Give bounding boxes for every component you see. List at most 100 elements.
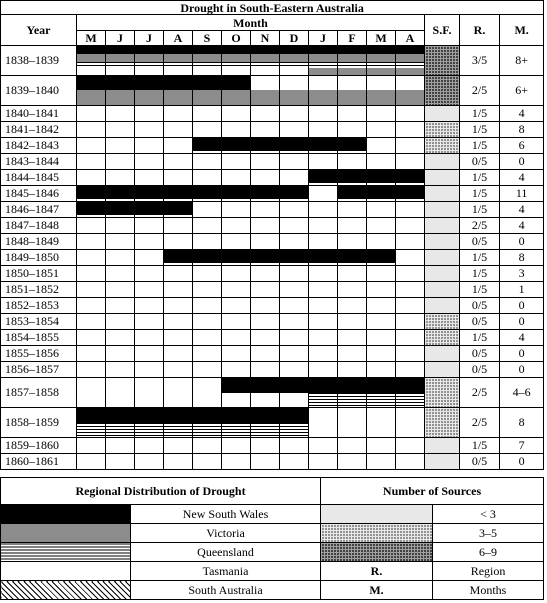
qld-drought-fill — [338, 392, 366, 407]
empty-fill — [310, 423, 337, 437]
month-cell — [279, 233, 309, 250]
empty-fill — [223, 267, 250, 280]
regions-cell: 1/5 — [459, 437, 500, 454]
empty-fill — [136, 235, 163, 248]
month-cell — [395, 407, 425, 438]
nsw-drought-fill — [338, 138, 366, 151]
month-cell — [221, 233, 251, 250]
vic-drought-fill — [193, 90, 221, 105]
month-cell — [279, 453, 309, 470]
month-cell — [163, 407, 193, 438]
month-cell — [134, 361, 164, 378]
table-row: 1845–1846 1/5 11 — [0, 185, 545, 202]
month-cell — [337, 217, 367, 234]
month-cell — [250, 75, 280, 106]
month-cell — [105, 153, 135, 170]
month-label: J — [308, 30, 338, 46]
month-cell — [395, 45, 425, 76]
vic-drought-fill — [396, 54, 424, 62]
sources-cell — [424, 201, 460, 218]
months-cell: 0 — [498, 453, 545, 470]
month-cell — [192, 265, 222, 282]
month-cell — [395, 281, 425, 298]
month-cell — [105, 75, 135, 106]
nsw-swatch — [0, 504, 131, 524]
south-australia-swatch — [0, 580, 131, 600]
sources-cell — [424, 75, 460, 106]
legend: Regional Distribution of Drought Number … — [0, 477, 545, 600]
month-cell — [134, 185, 164, 202]
nsw-drought-fill — [309, 46, 337, 54]
months-cell: 0 — [498, 233, 545, 250]
month-cell — [337, 437, 367, 454]
month-cell — [134, 233, 164, 250]
empty-fill — [165, 315, 192, 328]
regions-cell: 1/5 — [459, 185, 500, 202]
month-cell — [163, 265, 193, 282]
year-cell: 1853–1854 — [0, 313, 77, 330]
month-cell — [250, 453, 280, 470]
empty-fill — [368, 299, 395, 312]
month-cell — [105, 45, 135, 76]
empty-fill — [339, 283, 366, 296]
empty-fill — [136, 283, 163, 296]
month-cell — [105, 185, 135, 202]
month-cell — [76, 361, 106, 378]
month-cell — [221, 281, 251, 298]
empty-fill — [397, 363, 424, 376]
empty-fill — [281, 315, 308, 328]
empty-fill — [252, 363, 279, 376]
empty-fill — [107, 283, 134, 296]
vic-drought-fill — [367, 54, 395, 62]
year-cell: 1845–1846 — [0, 185, 77, 202]
month-cell — [337, 153, 367, 170]
regions-cell: 1/5 — [459, 105, 500, 122]
empty-fill — [223, 363, 250, 376]
empty-fill — [78, 315, 105, 328]
sources-cell — [424, 105, 460, 122]
month-cell — [395, 297, 425, 314]
regions-cell: 1/5 — [459, 121, 500, 138]
empty-fill — [397, 299, 424, 312]
empty-fill — [339, 409, 366, 423]
empty-fill — [368, 77, 395, 91]
empty-fill — [78, 235, 105, 248]
empty-fill — [136, 439, 163, 452]
sf-header: S.F. — [424, 14, 460, 46]
month-label: D — [279, 30, 309, 46]
month-cell — [163, 377, 193, 408]
month-cell — [134, 75, 164, 106]
sources-cell — [424, 169, 460, 186]
nsw-drought-fill — [135, 186, 163, 199]
month-cell — [250, 281, 280, 298]
vic-drought-fill — [193, 54, 221, 62]
regions-cell: 0/5 — [459, 233, 500, 250]
month-cell — [395, 377, 425, 408]
empty-fill — [339, 299, 366, 312]
empty-fill — [397, 267, 424, 280]
tas-drought-fill — [310, 107, 337, 120]
tas-drought-fill — [223, 123, 250, 136]
month-cell — [105, 329, 135, 346]
month-cell — [279, 249, 309, 266]
empty-fill — [310, 363, 337, 376]
empty-fill — [368, 331, 395, 344]
empty-fill — [165, 68, 192, 75]
qld-drought-fill — [164, 422, 192, 437]
month-cell — [105, 201, 135, 218]
empty-fill — [339, 331, 366, 344]
empty-fill — [368, 203, 395, 216]
tas-drought-fill — [136, 123, 163, 136]
month-label: M — [366, 30, 396, 46]
month-cell — [76, 345, 106, 362]
empty-fill — [252, 68, 279, 75]
month-cell — [134, 217, 164, 234]
empty-fill — [252, 107, 279, 120]
tas-drought-fill — [78, 123, 105, 136]
empty-fill — [252, 235, 279, 248]
empty-fill — [368, 347, 395, 360]
nsw-drought-fill — [280, 378, 308, 393]
qld-drought-fill — [338, 62, 366, 68]
month-cell — [76, 233, 106, 250]
month-cell — [308, 75, 338, 106]
